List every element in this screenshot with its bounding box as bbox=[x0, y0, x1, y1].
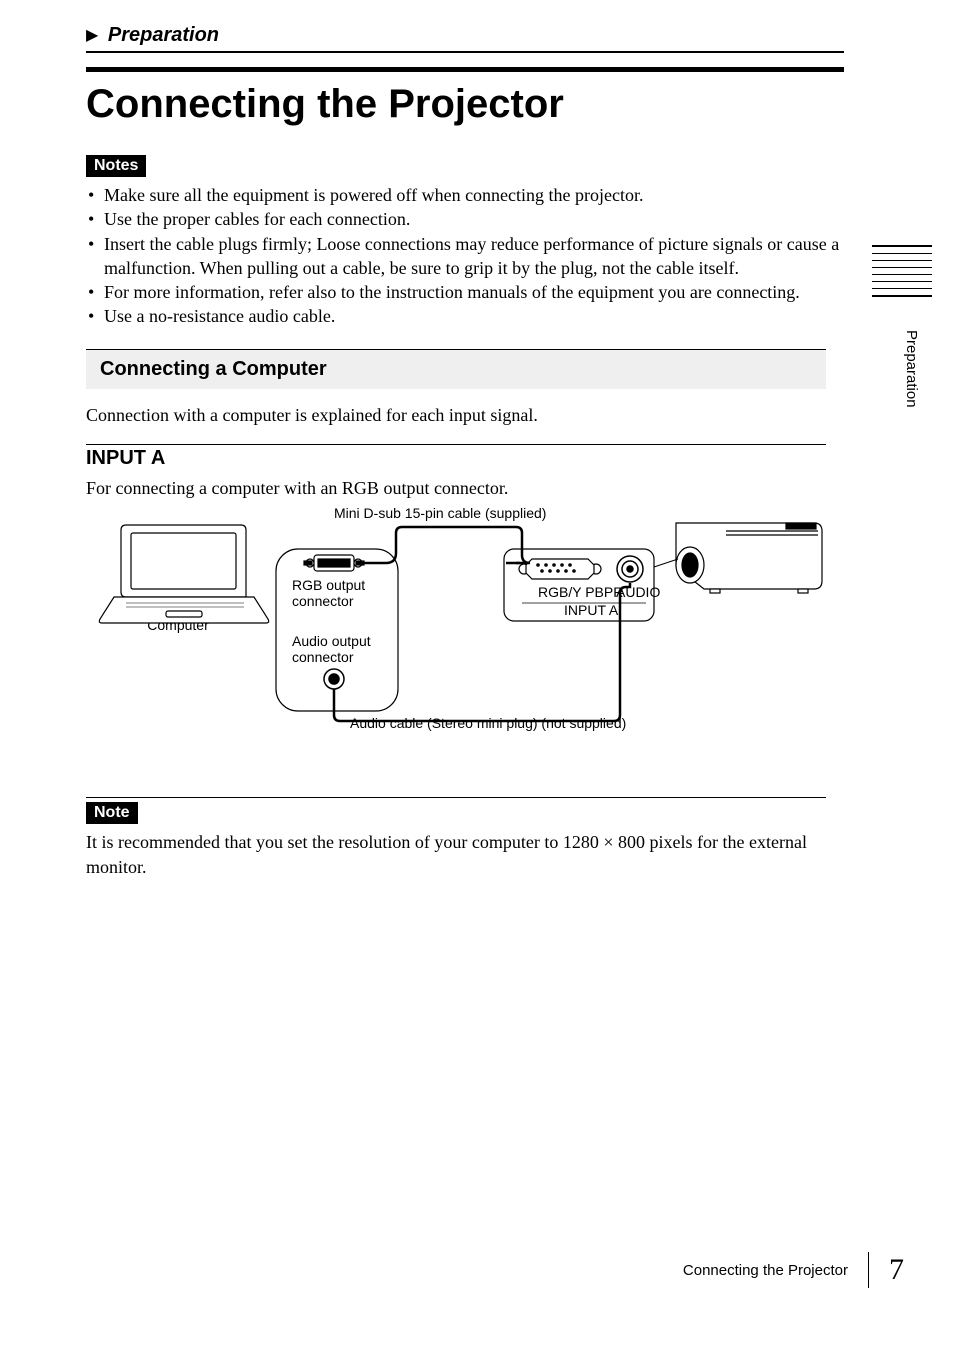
note2-rule: Note bbox=[86, 797, 826, 830]
thumb-index bbox=[872, 245, 932, 303]
page-title: Connecting the Projector bbox=[86, 82, 844, 127]
projector-icon bbox=[676, 523, 822, 593]
subhead-rule: INPUT A bbox=[86, 444, 826, 470]
vga-plug-icon bbox=[304, 555, 364, 571]
input-a-desc: For connecting a computer with an RGB ou… bbox=[86, 476, 844, 501]
note-item: Use a no-resistance audio cable. bbox=[86, 304, 844, 328]
content-column: ▶ Preparation Connecting the Projector N… bbox=[86, 24, 844, 897]
panel-input-text: INPUT A bbox=[564, 602, 619, 618]
input-a-heading: INPUT A bbox=[86, 447, 826, 470]
notes-tag: Notes bbox=[86, 155, 146, 177]
note-item: Use the proper cables for each connectio… bbox=[86, 207, 844, 231]
footer-text: Connecting the Projector bbox=[683, 1262, 848, 1279]
laptop-icon bbox=[99, 525, 268, 623]
note-item: For more information, refer also to the … bbox=[86, 280, 844, 304]
audio-jack-icon bbox=[324, 669, 344, 689]
notes-list: Make sure all the equipment is powered o… bbox=[86, 183, 844, 329]
projector-panel: RGB/Y PBPR AUDIO INPUT A bbox=[504, 549, 660, 621]
side-tab-label: Preparation bbox=[903, 330, 920, 408]
title-rule bbox=[86, 67, 844, 72]
connection-diagram: Mini D-sub 15-pin cable (supplied) Compu… bbox=[86, 505, 826, 751]
breadcrumb: ▶ Preparation bbox=[86, 24, 844, 53]
section-intro: Connection with a computer is explained … bbox=[86, 403, 844, 428]
page-footer: Connecting the Projector 7 bbox=[683, 1252, 904, 1288]
page: Preparation ▶ Preparation Connecting the… bbox=[0, 0, 954, 1352]
footer-separator bbox=[868, 1252, 869, 1288]
breadcrumb-text: Preparation bbox=[108, 24, 219, 46]
breadcrumb-marker-icon: ▶ bbox=[86, 25, 98, 45]
diagram-svg: RGB/Y PBPR AUDIO INPUT A bbox=[86, 519, 826, 729]
note-item: Make sure all the equipment is powered o… bbox=[86, 183, 844, 207]
page-number: 7 bbox=[889, 1253, 904, 1287]
note-item: Insert the cable plugs firmly; Loose con… bbox=[86, 232, 844, 281]
panel-rgb-text: RGB/Y PBPR bbox=[538, 584, 623, 600]
section-heading: Connecting a Computer bbox=[86, 349, 826, 389]
note2-tag: Note bbox=[86, 802, 138, 824]
note2-text: It is recommended that you set the resol… bbox=[86, 830, 844, 880]
